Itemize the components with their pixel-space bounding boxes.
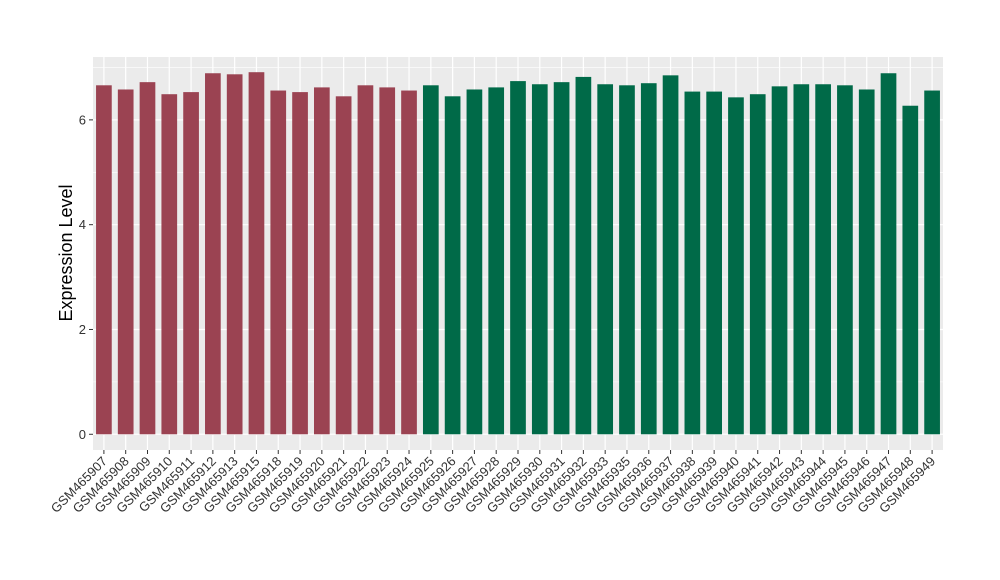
bar-GSM465928 xyxy=(488,87,505,435)
bar-GSM465921 xyxy=(335,96,352,435)
bar-GSM465907 xyxy=(96,85,112,435)
bar-GSM465941 xyxy=(749,94,766,435)
bar-GSM465918 xyxy=(270,90,287,435)
bar-GSM465940 xyxy=(728,97,744,435)
y-tick-label: 6 xyxy=(79,112,86,127)
bar-GSM465942 xyxy=(771,86,788,435)
bar-GSM465938 xyxy=(684,91,701,435)
bar-GSM465932 xyxy=(575,76,592,435)
bar-GSM465924 xyxy=(401,90,417,435)
y-axis-title: Expression Level xyxy=(56,184,76,321)
bar-GSM465939 xyxy=(706,91,722,435)
y-axis: 0 2 4 6 xyxy=(79,112,93,442)
bar-GSM465908 xyxy=(117,89,134,435)
bar-GSM465946 xyxy=(858,89,875,435)
bar-GSM465927 xyxy=(466,89,483,435)
bars xyxy=(96,72,940,435)
bar-GSM465930 xyxy=(531,84,548,435)
bar-GSM465931 xyxy=(553,82,570,435)
bar-GSM465913 xyxy=(226,74,243,435)
bar-GSM465933 xyxy=(597,84,614,435)
y-tick-label: 4 xyxy=(79,217,86,232)
bar-GSM465910 xyxy=(161,94,178,435)
bar-GSM465920 xyxy=(314,87,330,435)
bar-GSM465936 xyxy=(640,83,657,435)
bar-GSM465925 xyxy=(422,85,439,435)
bar-GSM465948 xyxy=(902,105,919,435)
bar-GSM465909 xyxy=(139,82,156,435)
bar-GSM465923 xyxy=(379,87,396,435)
bar-GSM465947 xyxy=(880,73,897,435)
bar-GSM465945 xyxy=(837,85,853,435)
bar-GSM465911 xyxy=(183,92,199,435)
y-tick-label: 0 xyxy=(79,427,86,442)
bar-GSM465926 xyxy=(444,96,461,435)
bar-GSM465922 xyxy=(357,85,374,435)
bar-GSM465935 xyxy=(619,85,635,435)
bar-GSM465943 xyxy=(793,84,810,435)
bar-GSM465949 xyxy=(924,90,940,435)
y-tick-label: 2 xyxy=(79,322,86,337)
bar-GSM465937 xyxy=(662,75,679,435)
bar-GSM465915 xyxy=(248,72,265,435)
x-axis: GSM465907GSM465908GSM465909GSM465910GSM4… xyxy=(48,450,938,516)
bar-GSM465912 xyxy=(205,73,221,435)
bar-GSM465944 xyxy=(815,84,831,435)
bar-GSM465929 xyxy=(510,81,526,435)
bar-GSM465919 xyxy=(292,92,308,435)
